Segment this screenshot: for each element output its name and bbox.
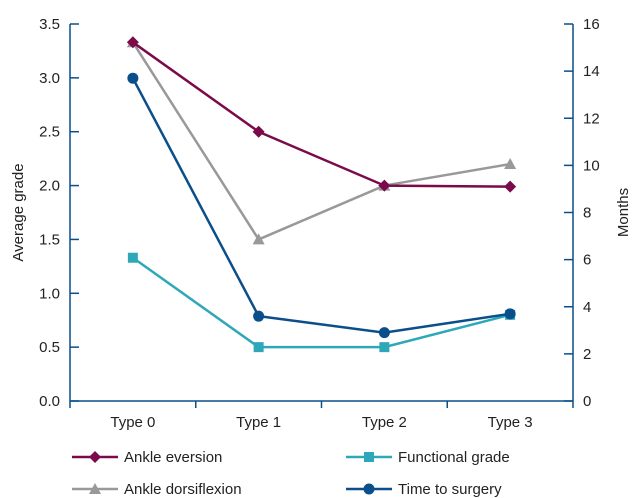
y-tick-left-label: 2.0 <box>39 178 60 195</box>
legend-swatch-marker <box>89 483 101 494</box>
data-point-functional-grade <box>253 342 264 353</box>
data-point-ankle-eversion <box>126 36 139 49</box>
legend-item-ankle-dorsiflexion: Ankle dorsiflexion <box>72 481 242 498</box>
legend-item-functional-grade: Functional grade <box>346 449 510 466</box>
axes: 0.0 0.5 1.0 1.5 2.0 2.5 3.0 3.5 0 2 4 6 8 10 12 14 16 Typ… <box>10 16 632 431</box>
data-point-time-to-surgery <box>127 72 139 84</box>
data-point-ankle-eversion <box>252 125 265 138</box>
y-tick-right-label: 16 <box>583 16 600 33</box>
legend-label-ankle-dorsiflexion: Ankle dorsiflexion <box>124 481 242 498</box>
series-ankle-dorsiflexion <box>126 36 517 245</box>
data-point-time-to-surgery <box>378 327 390 339</box>
series-line-functional-grade <box>132 256 511 349</box>
y-tick-right-label: 0 <box>583 393 591 410</box>
legend-label-time-to-surgery: Time to surgery <box>398 481 502 498</box>
legend: Ankle eversion Functional grade Ankle dors… <box>72 449 510 498</box>
y-axis-left-title: Average grade <box>10 163 27 261</box>
x-tick-label: Type 1 <box>236 414 281 431</box>
y-axis-right-title: Months <box>615 188 632 237</box>
legend-label-functional-grade: Functional grade <box>398 449 510 466</box>
legend-item-ankle-eversion: Ankle eversion <box>72 449 222 466</box>
y-tick-right-label: 14 <box>583 63 600 80</box>
data-point-functional-grade <box>127 252 138 263</box>
y-tick-right-label: 4 <box>583 299 591 316</box>
legend-item-time-to-surgery: Time to surgery <box>346 481 502 498</box>
y-tick-left-label: 1.5 <box>39 231 60 248</box>
series-line-ankle-dorsiflexion <box>131 41 511 241</box>
x-tick-label: Type 0 <box>110 414 155 431</box>
data-point-ankle-dorsiflexion <box>504 158 517 170</box>
x-tick-label: Type 3 <box>488 414 533 431</box>
series-layer <box>126 36 517 353</box>
y-tick-left-label: 0.5 <box>39 339 60 356</box>
y-tick-right-label: 2 <box>583 346 591 363</box>
y-tick-left-label: 3.0 <box>39 70 60 87</box>
data-point-ankle-dorsiflexion <box>252 233 265 245</box>
x-tick-label: Type 2 <box>362 414 407 431</box>
y-tick-right-label: 10 <box>583 157 600 174</box>
y-tick-right-label: 12 <box>583 110 600 127</box>
series-line-time-to-surgery <box>131 77 511 334</box>
y-tick-left-label: 3.5 <box>39 16 60 33</box>
data-point-time-to-surgery <box>504 308 516 320</box>
y-tick-left-label: 1.0 <box>39 285 60 302</box>
series-ankle-eversion <box>126 36 517 193</box>
series-functional-grade <box>127 252 516 353</box>
legend-label-ankle-eversion: Ankle eversion <box>124 449 222 466</box>
legend-swatch-marker <box>89 451 101 463</box>
data-point-functional-grade <box>379 342 390 353</box>
legend-swatch-marker <box>364 452 374 462</box>
y-tick-right-label: 6 <box>583 252 591 269</box>
data-point-ankle-eversion <box>504 180 517 193</box>
data-point-ankle-eversion <box>378 179 391 192</box>
y-tick-right-label: 8 <box>583 205 591 222</box>
series-time-to-surgery <box>127 72 516 339</box>
legend-swatch-marker <box>363 483 375 495</box>
series-line-ankle-eversion <box>132 41 511 188</box>
y-tick-left-label: 0.0 <box>39 393 60 410</box>
y-tick-left-label: 2.5 <box>39 124 60 141</box>
data-point-time-to-surgery <box>253 310 265 322</box>
